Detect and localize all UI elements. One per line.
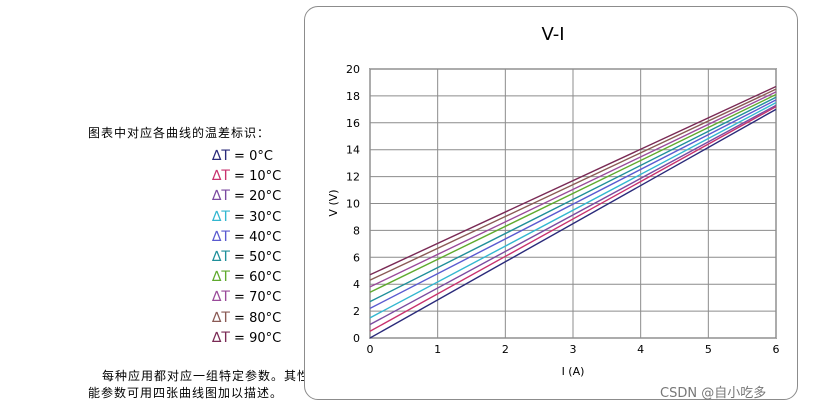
legend-delta-symbol: ∆T [212,329,230,346]
series-line [369,93,777,293]
legend-label: = 80°C [229,310,282,326]
legend-delta-symbol: ∆T [212,188,230,205]
legend-label: = 40°C [229,229,282,245]
legend-item: ∆T = 60°C [212,267,281,287]
legend-delta-symbol: ∆T [212,309,230,326]
legend-delta-symbol: ∆T [212,228,230,245]
watermark: CSDN @自小吃多 [660,386,767,401]
y-tick-label: 12 [346,171,360,184]
y-tick-label: 0 [353,332,360,345]
legend-item: ∆T = 90°C [212,328,281,348]
y-tick-label: 2 [353,305,360,318]
x-axis-label: I (A) [562,365,585,378]
legend-item: ∆T = 40°C [212,227,281,247]
series-line [369,88,777,281]
series-line [369,104,777,326]
y-tick-label: 10 [346,198,360,211]
series-line [369,106,777,332]
y-tick-label: 16 [346,117,360,130]
series-line [369,85,777,276]
y-tick-label: 18 [346,90,360,103]
x-tick-label: 0 [367,343,374,356]
legend-label: = 90°C [229,330,282,346]
legend-delta-symbol: ∆T [212,168,230,185]
y-axis-label: V (V) [327,189,340,216]
description-note: 每种应用都对应一组特定参数。其性 能参数可用四张曲线图加以描述。 [88,368,310,402]
legend-label: = 0°C [229,149,273,164]
x-tick-label: 4 [637,343,644,356]
y-tick-label: 20 [346,63,360,76]
legend-label: = 10°C [229,169,282,185]
series-line [369,108,777,339]
series-line [369,99,777,310]
legend: ∆T = 0°C ∆T = 10°C ∆T = 20°C ∆T = 30°C ∆… [212,146,281,348]
note-line: 能参数可用四张曲线图加以描述。 [88,386,284,400]
legend-item: ∆T = 0°C [212,146,281,166]
x-tick-label: 2 [502,343,509,356]
note-line: 每种应用都对应一组特定参数。其性 [102,369,311,383]
legend-delta-symbol: ∆T [212,208,230,225]
x-tick-label: 5 [705,343,712,356]
legend-item: ∆T = 10°C [212,166,281,186]
x-tick-label: 1 [434,343,441,356]
y-tick-label: 6 [353,251,360,264]
legend-item: ∆T = 70°C [212,287,281,307]
x-tick-label: 6 [773,343,780,356]
legend-label: = 50°C [229,249,282,265]
legend-label: = 20°C [229,189,282,205]
x-tick-label: 3 [570,343,577,356]
series-line [369,102,777,319]
legend-item: ∆T = 50°C [212,247,281,267]
y-tick-label: 4 [353,278,360,291]
legend-title: 图表中对应各曲线的温差标识： [88,126,271,140]
legend-delta-symbol: ∆T [212,148,230,164]
series-line [369,96,777,303]
legend-label: = 60°C [229,270,282,286]
legend-delta-symbol: ∆T [212,269,230,286]
chart-title: V-I [541,24,564,45]
legend-label: = 30°C [229,209,282,225]
chart-grid [369,68,777,339]
legend-item: ∆T = 30°C [212,207,281,227]
legend-label: = 70°C [229,290,282,306]
legend-item: ∆T = 80°C [212,308,281,328]
legend-delta-symbol: ∆T [212,248,230,265]
legend-item: ∆T = 20°C [212,186,281,206]
chart-series [369,85,777,339]
y-tick-label: 8 [353,224,360,237]
legend-delta-symbol: ∆T [212,289,230,306]
series-line [369,91,777,288]
y-tick-label: 14 [346,144,360,157]
